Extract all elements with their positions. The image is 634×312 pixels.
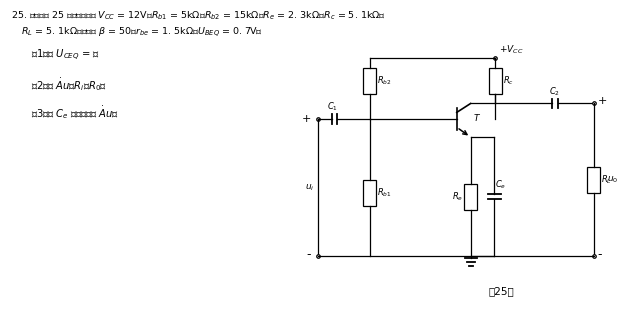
- Bar: [587, 167, 600, 193]
- Text: $C_2$: $C_2$: [550, 85, 560, 98]
- Text: $R_L$ = 5. 1k$\Omega$，晶体管 $\beta$ = 50，$r_{be}$ = 1. 5k$\Omega$，$U_{BEQ}$ = 0. 7: $R_L$ = 5. 1k$\Omega$，晶体管 $\beta$ = 50，$…: [21, 25, 262, 39]
- Text: （2）求 $\dot{A}u$，$R_i$，$R_0$。: （2）求 $\dot{A}u$，$R_i$，$R_0$。: [30, 76, 107, 93]
- Bar: [363, 68, 376, 94]
- Text: $u_i$: $u_i$: [304, 183, 314, 193]
- Text: 25. 电路如题 25 图所示：已知 $V_{CC}$ = 12V，$R_{b1}$ = 5k$\Omega$，$R_{b2}$ = 15k$\Omega$，$: 25. 电路如题 25 图所示：已知 $V_{CC}$ = 12V，$R_{b1…: [11, 9, 385, 22]
- Text: +: +: [302, 114, 311, 124]
- Text: $C_1$: $C_1$: [327, 101, 339, 113]
- Text: （3）当 $C_e$ 开路后，求 $\dot{A}u$。: （3）当 $C_e$ 开路后，求 $\dot{A}u$。: [30, 105, 118, 121]
- Text: $u_0$: $u_0$: [607, 174, 619, 185]
- Text: $R_{b2}$: $R_{b2}$: [377, 75, 392, 87]
- Bar: [464, 184, 477, 210]
- Text: $T$: $T$: [472, 112, 481, 123]
- Text: $+V_{CC}$: $+V_{CC}$: [500, 43, 524, 56]
- Bar: [363, 180, 376, 206]
- Text: $R_e$: $R_e$: [452, 190, 463, 203]
- Text: $R_L$: $R_L$: [601, 173, 612, 186]
- Text: 题25图: 题25图: [488, 286, 514, 296]
- Text: -: -: [597, 248, 602, 261]
- Text: $C_e$: $C_e$: [495, 178, 507, 191]
- Text: -: -: [307, 248, 311, 261]
- Text: （1）求 $U_{CEQ}$ = ？: （1）求 $U_{CEQ}$ = ？: [30, 48, 100, 63]
- Text: +: +: [597, 96, 607, 106]
- Text: $R_{b1}$: $R_{b1}$: [377, 187, 392, 199]
- Text: $R_c$: $R_c$: [503, 75, 514, 87]
- Bar: [489, 68, 502, 94]
